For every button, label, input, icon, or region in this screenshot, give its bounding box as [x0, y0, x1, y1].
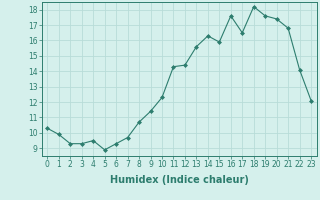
X-axis label: Humidex (Indice chaleur): Humidex (Indice chaleur)	[110, 175, 249, 185]
